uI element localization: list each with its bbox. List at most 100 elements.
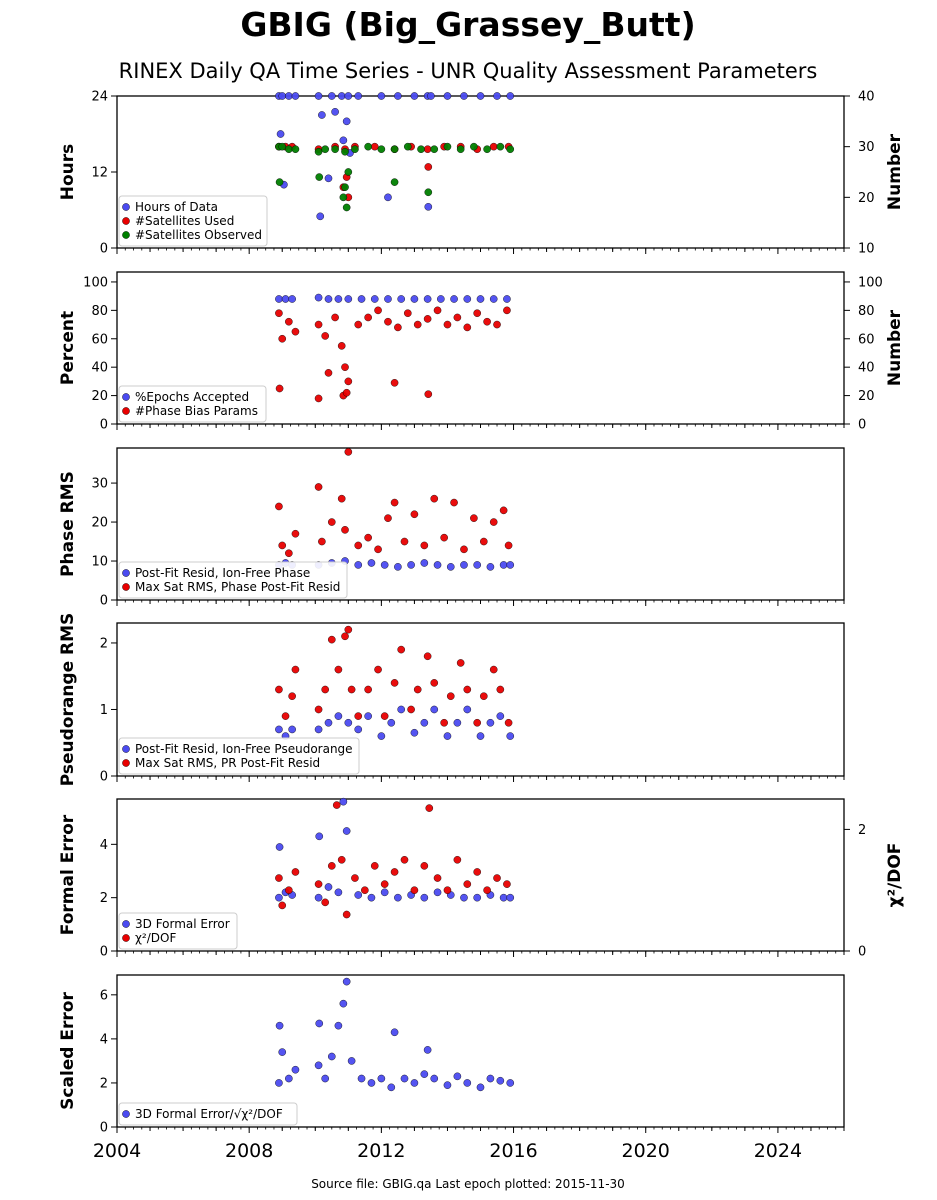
legend-box xyxy=(118,912,238,950)
legend-marker xyxy=(122,1110,130,1118)
data-point xyxy=(504,541,513,550)
y-tick-label: 20 xyxy=(91,516,108,531)
data-point xyxy=(483,886,491,895)
data-point xyxy=(394,323,402,332)
data-point xyxy=(407,705,415,714)
data-point xyxy=(400,856,409,864)
data-point xyxy=(443,1081,452,1089)
legend-marker xyxy=(122,934,130,942)
data-point xyxy=(390,1028,399,1037)
data-point xyxy=(327,92,336,100)
data-point xyxy=(334,888,343,897)
data-point xyxy=(285,1074,293,1083)
data-point xyxy=(327,635,336,644)
data-point xyxy=(380,888,389,897)
data-point xyxy=(400,1074,409,1083)
data-point xyxy=(341,147,349,156)
x-tick-label: 2024 xyxy=(754,1140,802,1162)
data-point xyxy=(460,893,468,902)
data-point xyxy=(390,498,399,507)
data-point xyxy=(275,295,283,303)
x-tick-label: 2004 xyxy=(93,1140,141,1162)
data-point xyxy=(470,514,478,522)
legend-label: 3D Formal Error xyxy=(135,917,230,931)
data-point xyxy=(337,856,346,864)
series-4b4bf0 xyxy=(275,797,515,902)
data-point xyxy=(410,295,419,303)
data-point xyxy=(327,518,336,526)
data-point xyxy=(493,92,501,100)
data-point xyxy=(324,174,333,183)
data-point xyxy=(347,1057,356,1065)
data-point xyxy=(344,295,353,303)
x-tick-label: 2008 xyxy=(225,1140,273,1162)
legend-label: Hours of Data xyxy=(135,200,218,214)
y-tick-label: 2 xyxy=(100,636,108,651)
data-point xyxy=(354,891,363,899)
series-4b4bf0 xyxy=(275,705,515,740)
data-point xyxy=(506,561,515,569)
data-point xyxy=(473,718,481,727)
data-point xyxy=(318,111,326,119)
data-point xyxy=(433,561,442,569)
data-point xyxy=(463,323,472,332)
data-point xyxy=(440,533,448,542)
series-4b4bf0 xyxy=(275,977,515,1092)
y-right-tick-label: 80 xyxy=(858,304,875,319)
data-point xyxy=(463,685,472,694)
legend-marker xyxy=(122,920,130,928)
data-point xyxy=(463,295,472,303)
data-point xyxy=(318,537,326,546)
data-point xyxy=(460,561,468,569)
data-point xyxy=(390,178,399,186)
series-e80000 xyxy=(275,448,513,558)
legend-marker xyxy=(122,745,130,753)
legend-marker xyxy=(122,217,130,225)
legend-label: Max Sat RMS, Phase Post-Fit Resid xyxy=(135,580,340,594)
y-axis-label: Formal Error xyxy=(58,814,78,935)
y-right-tick-label: 60 xyxy=(858,332,875,347)
data-point xyxy=(424,390,433,398)
data-point xyxy=(324,718,333,727)
data-point xyxy=(344,625,353,634)
data-point xyxy=(390,379,399,387)
data-point xyxy=(354,92,363,100)
y-right-axis-label: χ²/DOF xyxy=(885,843,905,908)
data-point xyxy=(275,893,283,902)
data-point xyxy=(354,712,363,720)
y-right-tick-label: 40 xyxy=(858,361,875,376)
data-point xyxy=(489,665,498,674)
data-point xyxy=(314,880,323,888)
data-point xyxy=(390,868,399,876)
data-point xyxy=(367,559,376,567)
data-point xyxy=(463,880,472,888)
data-point xyxy=(314,1061,323,1070)
y-right-tick-label: 0 xyxy=(858,945,866,960)
data-point xyxy=(374,665,382,674)
data-point xyxy=(456,145,465,153)
data-point xyxy=(275,384,284,393)
data-point xyxy=(334,1021,343,1030)
data-point xyxy=(316,212,325,221)
data-point xyxy=(476,92,485,100)
data-point xyxy=(278,142,287,151)
y-tick-label: 24 xyxy=(91,90,108,105)
data-point xyxy=(470,142,478,151)
series-4b4bf0 xyxy=(275,293,511,303)
data-point xyxy=(344,377,353,386)
data-point xyxy=(370,142,379,151)
data-point xyxy=(314,483,323,491)
data-point xyxy=(420,559,429,567)
data-point xyxy=(430,679,439,687)
y-axis-label: Percent xyxy=(58,311,78,385)
data-point xyxy=(407,561,415,569)
data-point xyxy=(424,163,433,171)
data-point xyxy=(427,92,435,100)
data-point xyxy=(384,295,392,303)
y-right-tick-label: 0 xyxy=(858,418,866,433)
data-point xyxy=(380,561,389,569)
data-point xyxy=(321,685,329,694)
data-point xyxy=(285,886,293,895)
data-point xyxy=(285,145,293,153)
data-point xyxy=(433,874,442,882)
